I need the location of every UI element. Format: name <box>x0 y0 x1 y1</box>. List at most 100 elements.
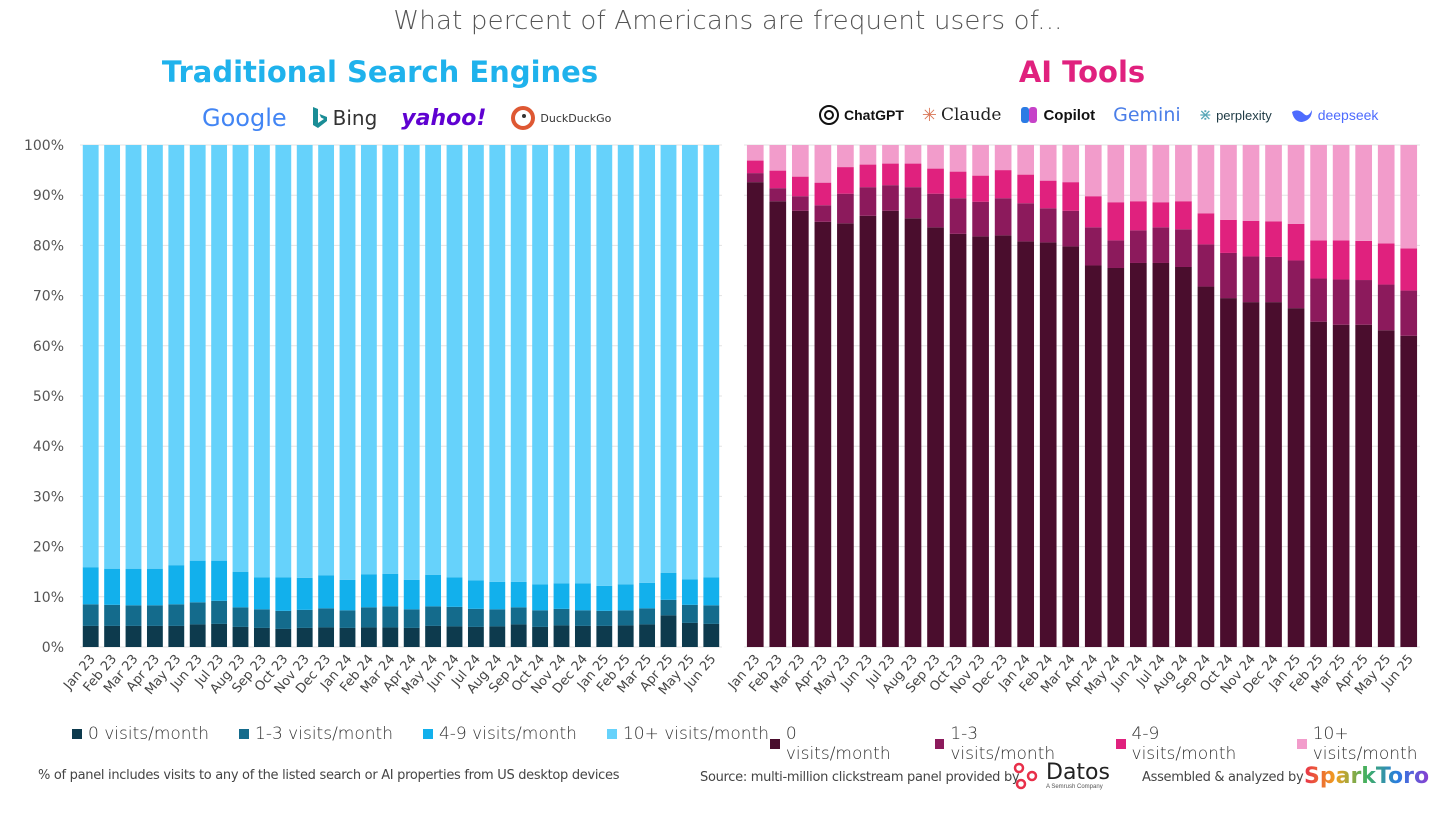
ai-bar-segment <box>882 163 899 186</box>
ai-bar-segment <box>1039 145 1057 181</box>
search-bar-segment <box>360 145 377 575</box>
search-bar-segment <box>253 609 270 628</box>
ai-bar-segment <box>769 145 787 171</box>
search-bar-segment <box>596 625 613 647</box>
ai-bar-segment <box>927 168 944 194</box>
ai-bar-segment <box>1400 248 1418 291</box>
ai-bar-segment <box>949 198 967 234</box>
datos-logo-text: Datos <box>1046 760 1110 785</box>
ai-bar-segment <box>1355 240 1373 281</box>
ai-bar-segment <box>1107 267 1125 647</box>
ai-bar-segment <box>994 145 1012 171</box>
ai-bar-segment <box>1107 145 1125 203</box>
ai-bar-segment <box>859 145 877 165</box>
search-bar-segment <box>125 568 142 606</box>
ai-bar-segment <box>972 145 989 176</box>
search-bar-segment <box>189 145 206 561</box>
search-bar-segment <box>425 625 442 647</box>
search-bar-segment <box>296 609 313 628</box>
ai-bar-segment <box>1287 145 1305 224</box>
ai-bar-segment <box>1332 279 1350 325</box>
ai-bar-segment <box>1377 243 1395 285</box>
ai-bar-segment <box>1220 145 1237 220</box>
ai-legend: 0 visits/month 1-3 visits/month 4-9 visi… <box>770 724 1456 764</box>
search-bar-segment <box>82 625 99 647</box>
search-bar-segment <box>82 567 99 605</box>
search-bar-segment <box>146 625 163 647</box>
search-legend-label-3: 10+ visits/month <box>622 724 770 744</box>
search-bar-segment <box>467 145 484 581</box>
search-bar-segment <box>232 571 249 608</box>
ai-bar-segment <box>791 176 809 197</box>
search-bar-segment <box>489 609 506 627</box>
search-bar-segment <box>318 575 335 609</box>
ai-legend-item-1: 1-3 visits/month <box>934 724 1086 764</box>
search-bar-segment <box>146 145 163 569</box>
ai-bar-segment <box>1129 230 1147 263</box>
search-bar-segment <box>681 145 698 580</box>
ai-bar-segment <box>746 173 764 183</box>
search-legend-label-0: 0 visits/month <box>88 724 210 744</box>
search-bar-segment <box>489 581 506 610</box>
search-bar-segment <box>275 577 292 611</box>
search-bar-segment <box>168 145 185 566</box>
google-logo-text: Google <box>202 104 287 132</box>
search-bar-segment <box>253 577 270 610</box>
y-tick-label: 0% <box>42 640 64 656</box>
ai-bar-segment <box>1084 145 1102 197</box>
ai-bar-segment <box>1400 145 1418 249</box>
ai-bar-segment <box>1355 324 1373 647</box>
ai-bar-segment <box>904 187 922 219</box>
ai-bar-segment <box>1152 227 1170 263</box>
search-bar-segment <box>596 610 613 626</box>
search-bar-segment <box>553 583 570 609</box>
search-bar-segment <box>104 625 121 647</box>
search-bar-segment <box>232 145 249 572</box>
search-bar-segment <box>360 574 377 608</box>
y-tick-label: 60% <box>33 339 64 355</box>
search-bar-segment <box>403 579 420 610</box>
perplexity-logo-text: perplexity <box>1216 107 1272 123</box>
ai-bar-segment <box>837 167 854 194</box>
search-bar-segment <box>403 627 420 647</box>
y-tick-label: 100% <box>24 138 64 154</box>
ai-bar-segment <box>1197 244 1215 287</box>
ai-bar-segment <box>882 210 899 647</box>
search-bar-segment <box>382 627 399 647</box>
search-bar-segment <box>660 599 677 616</box>
ai-bar-segment <box>1197 286 1215 647</box>
search-bar-segment <box>532 145 549 585</box>
search-bar-segment <box>446 606 463 627</box>
ai-bar-segment <box>1332 324 1350 647</box>
ai-bar-segment <box>1310 278 1327 322</box>
search-bar-segment <box>446 577 463 607</box>
chatgpt-icon <box>819 105 839 125</box>
ai-bar-segment <box>1400 335 1418 647</box>
ai-bar-segment <box>746 182 764 647</box>
search-bar-segment <box>639 608 656 625</box>
search-bar-segment <box>510 581 527 608</box>
search-bar-segment <box>660 145 677 573</box>
search-bar-segment <box>489 145 506 582</box>
ai-bar-segment <box>1242 302 1260 647</box>
deepseek-logo-text: deepseek <box>1317 107 1379 123</box>
search-bar-segment <box>703 577 720 606</box>
ai-bar-segment <box>1129 262 1147 647</box>
search-bar-segment <box>467 608 484 627</box>
ai-bar-segment <box>1062 182 1080 211</box>
search-bar-segment <box>339 627 356 647</box>
ai-legend-swatch-2 <box>1115 739 1126 749</box>
search-bar-segment <box>382 145 399 574</box>
ai-bar-segment <box>972 175 989 202</box>
gemini-logo: Gemini <box>1113 104 1181 126</box>
sparktoro-logo-text: SparkToro <box>1304 764 1430 789</box>
search-bar-segment <box>617 610 634 626</box>
chart-main-title: What percent of Americans are frequent u… <box>393 6 1063 36</box>
search-bar-segment <box>382 573 399 607</box>
search-bar-segment <box>275 145 292 578</box>
ai-legend-swatch-3 <box>1296 739 1307 749</box>
search-bar-segment <box>211 560 228 601</box>
ai-bar-segment <box>1287 223 1305 261</box>
search-bar-segment <box>275 628 292 647</box>
search-legend-swatch-3 <box>606 729 617 739</box>
